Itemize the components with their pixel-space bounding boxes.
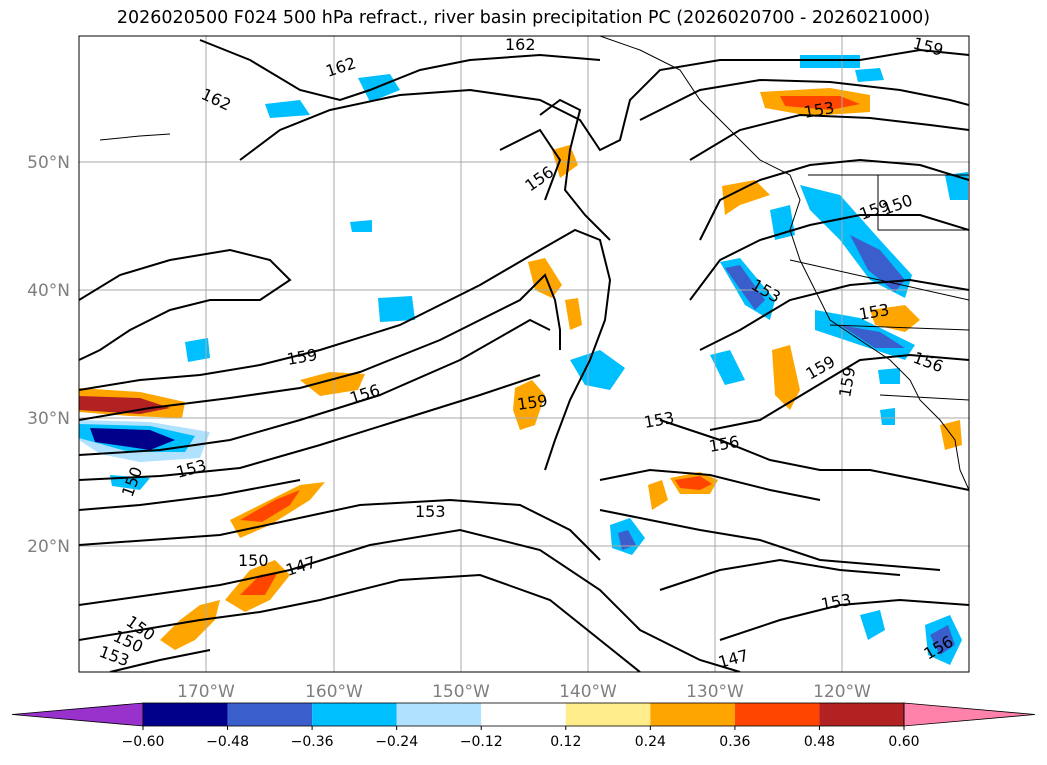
lon-label: 170°W xyxy=(177,682,235,702)
colorbar-segment xyxy=(396,703,482,726)
latitude-labels: 50°N 40°N 30°N 20°N xyxy=(27,153,70,557)
colorbar-segment xyxy=(312,703,397,726)
lon-label: 130°W xyxy=(686,682,744,702)
height-contours xyxy=(79,39,969,672)
colorbar-segment xyxy=(481,703,566,726)
lon-label: 160°W xyxy=(305,682,363,702)
contour-label: 162 xyxy=(505,35,536,54)
colorbar-tick-label: 0.24 xyxy=(635,734,666,750)
lon-label: 140°W xyxy=(559,682,617,702)
colorbar: −0.60 −0.48 −0.36 −0.24 −0.12 0.12 0.24 0.36 0.4… xyxy=(11,702,1036,750)
colorbar-segment xyxy=(143,703,228,726)
lat-label: 20°N xyxy=(27,537,70,557)
colorbar-tick-label: −0.12 xyxy=(460,734,503,750)
plot-area xyxy=(79,36,969,672)
colorbar-extend-low xyxy=(11,702,144,727)
lat-label: 40°N xyxy=(27,281,70,301)
colorbar-tick-label: 0.48 xyxy=(804,734,835,750)
contour-label: 153 xyxy=(415,502,446,521)
colorbar-tick-label: 0.60 xyxy=(888,734,919,750)
contour-label: 159 xyxy=(911,34,945,60)
colorbar-tick-label: −0.48 xyxy=(206,734,249,750)
colorbar-segment xyxy=(734,703,820,726)
colorbar-segment xyxy=(565,703,651,726)
colorbar-tick-label: −0.60 xyxy=(122,734,165,750)
coastlines xyxy=(99,36,969,491)
lat-label: 30°N xyxy=(27,409,70,429)
map-title: 2026020500 F024 500 hPa refract., river … xyxy=(116,8,931,28)
colorbar-segment xyxy=(650,703,735,726)
lon-label: 120°W xyxy=(813,682,871,702)
colorbar-extend-high xyxy=(903,702,1036,727)
colorbar-tick-label: 0.12 xyxy=(550,734,581,750)
colorbar-tick-label: −0.24 xyxy=(375,734,418,750)
plot-border xyxy=(78,35,970,673)
lat-label: 50°N xyxy=(27,153,70,173)
lon-label: 150°W xyxy=(432,682,490,702)
contour-label: 159 xyxy=(516,391,549,414)
colorbar-segment xyxy=(819,703,904,726)
contour-label: 150 xyxy=(238,551,269,570)
gridlines xyxy=(79,36,969,672)
colorbar-outline xyxy=(142,702,905,727)
longitude-labels: 170°W 160°W 150°W 140°W 130°W 120°W xyxy=(177,682,871,702)
colorbar-segment xyxy=(227,703,313,726)
colorbar-tick-label: 0.36 xyxy=(719,734,750,750)
colorbar-tick-label: −0.36 xyxy=(291,734,334,750)
